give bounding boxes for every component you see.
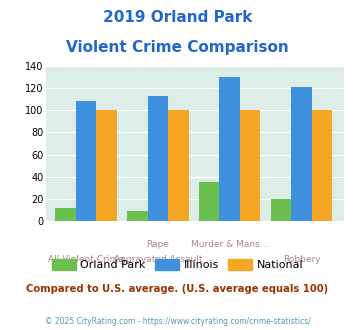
Bar bbox=[271, 199, 291, 221]
Bar bbox=[199, 182, 219, 221]
Text: All Violent Crime: All Violent Crime bbox=[48, 255, 124, 264]
Text: Rape: Rape bbox=[147, 240, 169, 249]
Bar bbox=[219, 77, 240, 221]
Bar bbox=[127, 211, 148, 221]
Bar bbox=[291, 87, 312, 221]
Text: Violent Crime Comparison: Violent Crime Comparison bbox=[66, 40, 289, 54]
Bar bbox=[240, 110, 261, 221]
Bar bbox=[148, 96, 168, 221]
Legend: Orland Park, Illinois, National: Orland Park, Illinois, National bbox=[47, 255, 308, 275]
Text: Murder & Mans...: Murder & Mans... bbox=[191, 240, 268, 249]
Text: Compared to U.S. average. (U.S. average equals 100): Compared to U.S. average. (U.S. average … bbox=[26, 284, 329, 294]
Bar bbox=[312, 110, 332, 221]
Text: Aggravated Assault: Aggravated Assault bbox=[114, 255, 202, 264]
Text: 2019 Orland Park: 2019 Orland Park bbox=[103, 10, 252, 25]
Bar bbox=[55, 208, 76, 221]
Text: Robbery: Robbery bbox=[283, 255, 320, 264]
Bar bbox=[97, 110, 117, 221]
Bar bbox=[168, 110, 189, 221]
Text: © 2025 CityRating.com - https://www.cityrating.com/crime-statistics/: © 2025 CityRating.com - https://www.city… bbox=[45, 317, 310, 326]
Bar bbox=[76, 101, 97, 221]
